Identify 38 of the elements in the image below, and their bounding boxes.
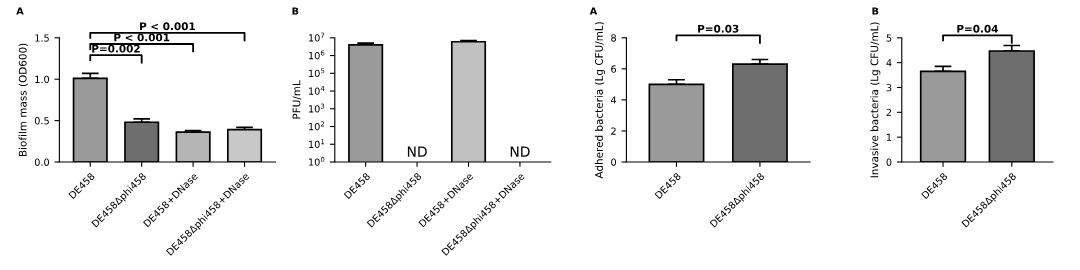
text: P=0.03 — [698, 24, 739, 33]
y-tick-label: 10$^{5}$ — [309, 68, 325, 78]
y-tick-label: 10$^{0}$ — [309, 156, 325, 166]
y-tick-label: 10$^{6}$ — [309, 50, 325, 60]
y-tick-label: 1 — [886, 133, 892, 141]
y-tick-label: 0 — [886, 158, 892, 166]
y-axis-title: Biofilm mass (OD600) — [18, 43, 28, 156]
chart-title: B — [872, 7, 879, 15]
y-tick-label: 0.0 — [34, 158, 50, 166]
y-tick-label: 4 — [886, 59, 892, 67]
y-tick-label: 1.5 — [35, 34, 49, 42]
chart-title: A — [16, 7, 24, 15]
y-tick-label: 0.5 — [34, 117, 49, 125]
y-tick-label: 10$^{3}$ — [309, 103, 325, 113]
annotation: P < 0.001 — [114, 33, 170, 42]
y-axis-title: Adhered bacteria (Lg CFU/mL) — [594, 22, 605, 179]
y-tick-label: 5 — [886, 34, 892, 42]
y-tick-label: 10$^{7}$ — [309, 32, 325, 42]
text: P=0.04 — [957, 24, 998, 33]
chart-title: B — [292, 7, 299, 15]
y-tick-label: 10$^{2}$ — [309, 121, 325, 131]
y-axis-title: PFU/mL — [292, 80, 302, 119]
y-tick-label: 2 — [886, 108, 892, 117]
chart-title: A — [589, 7, 598, 15]
y-tick-label: 3 — [886, 83, 892, 92]
annotation: ND — [510, 146, 530, 157]
y-tick-label: 10$^{4}$ — [309, 85, 325, 95]
y-tick-label: 6 — [611, 65, 617, 73]
annotation: P=0.002 — [92, 44, 140, 53]
y-tick-label: 2 — [611, 127, 616, 135]
y-axis-title: Invasive bacteria (Lg CFU/mL) — [870, 22, 881, 178]
y-tick-label: 0 — [611, 158, 617, 166]
y-tick-label: 10$^{1}$ — [309, 139, 325, 149]
y-tick-label: 8 — [611, 34, 617, 42]
text: P < 0.001 — [140, 22, 195, 31]
y-tick-label: 4 — [610, 96, 617, 104]
y-tick-label: 1.0 — [35, 75, 50, 84]
annotation: ND — [407, 146, 427, 157]
